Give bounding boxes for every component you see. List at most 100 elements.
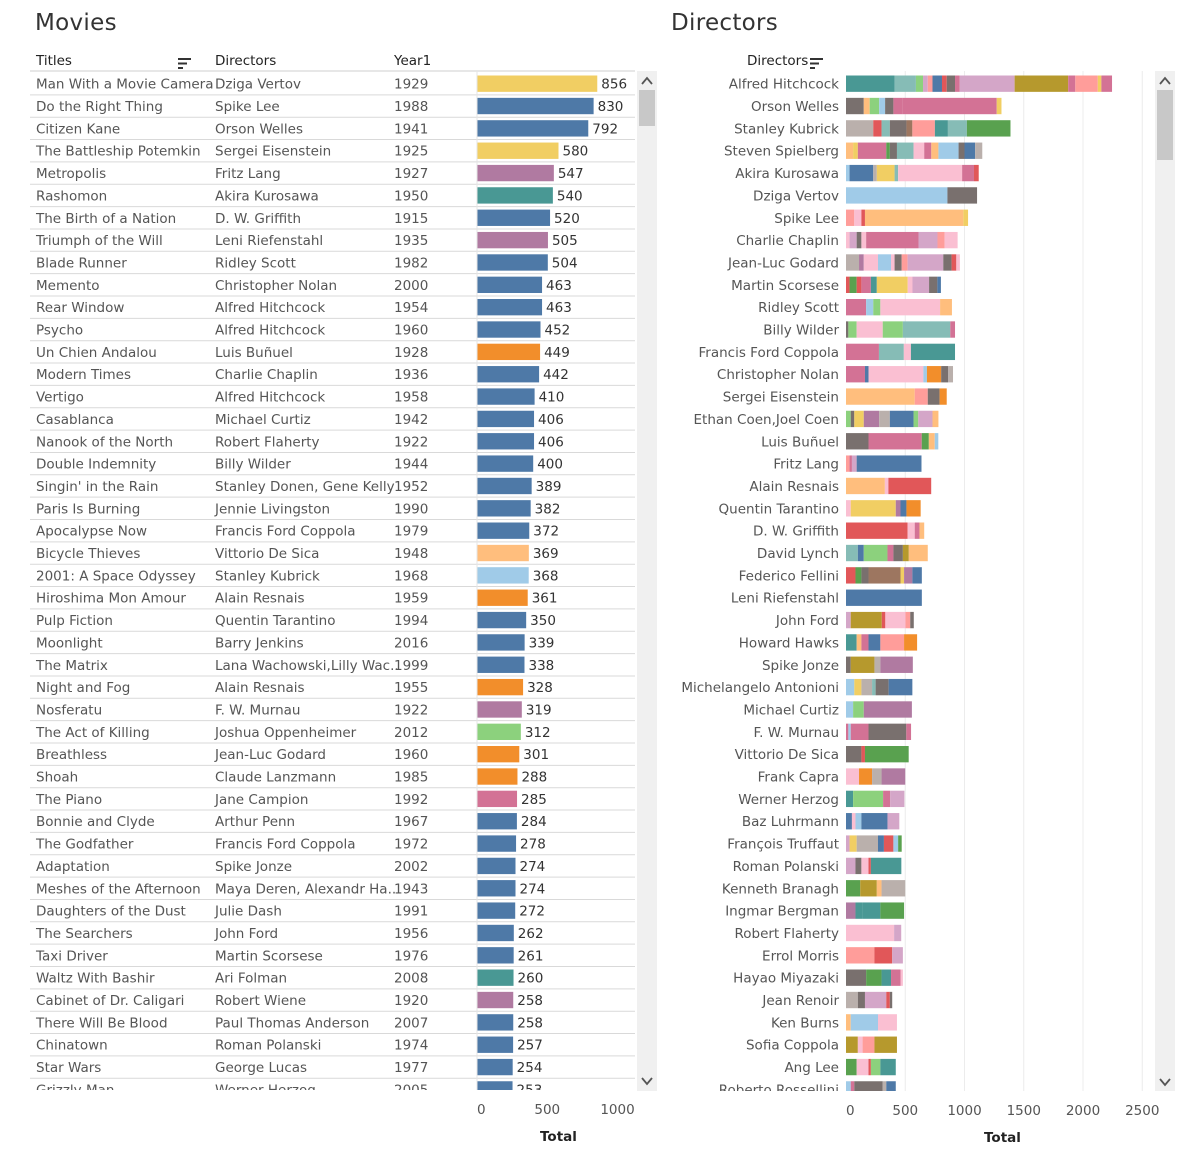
director-bar-segment — [854, 410, 864, 428]
movie-director: Alain Resnais — [215, 680, 305, 696]
movies-title: Movies — [35, 10, 117, 36]
movie-bar-label: 260 — [518, 971, 544, 987]
movie-bar-label: 253 — [517, 1082, 543, 1098]
movie-director: John Ford — [214, 926, 278, 942]
directors-scrollbar-thumb[interactable] — [1157, 90, 1173, 160]
movie-title: 2001: A Space Odyssey — [36, 568, 196, 584]
movie-year: 1985 — [394, 770, 428, 786]
movie-year: 1994 — [394, 613, 428, 629]
director-name: D. W. Griffith — [753, 524, 839, 540]
movie-title: There Will Be Blood — [35, 1015, 168, 1031]
sort-icon[interactable] — [810, 55, 824, 74]
movie-year: 1979 — [394, 524, 428, 540]
scroll-down-icon[interactable] — [1159, 1078, 1171, 1087]
director-bar-segment — [870, 276, 877, 293]
director-bar-segment — [975, 142, 983, 159]
director-name: Sergei Eisenstein — [723, 390, 839, 406]
movie-director: Francis Ford Coppola — [215, 837, 355, 853]
movie-title: The Searchers — [35, 926, 133, 942]
director-bar-segment — [891, 969, 901, 986]
director-name: Ang Lee — [784, 1060, 839, 1076]
movie-title: Pulp Fiction — [36, 613, 113, 629]
director-name: François Truffaut — [727, 837, 839, 853]
director-name: Ethan Coen,Joel Coen — [694, 412, 839, 428]
director-bar-segment — [846, 75, 895, 92]
header-year[interactable]: Year1 — [394, 53, 432, 69]
movie-year: 1990 — [394, 501, 428, 517]
movie-title: Do the Right Thing — [36, 99, 163, 115]
director-bar-segment — [863, 701, 912, 718]
director-bar-segment — [888, 477, 932, 495]
movie-bar — [477, 634, 525, 651]
movie-year: 1944 — [394, 457, 428, 473]
director-name: Ken Burns — [771, 1015, 839, 1031]
director-bar-segment — [885, 611, 906, 629]
movie-bar-label: 261 — [518, 948, 544, 964]
director-bar-segment — [846, 142, 854, 159]
director-name: Howard Hawks — [739, 635, 839, 651]
movie-bar-label: 258 — [517, 1015, 543, 1031]
header-directors[interactable]: Directors — [215, 53, 277, 69]
director-bar-segment — [939, 388, 947, 405]
director-bar-segment — [880, 902, 905, 919]
director-bar-segment — [856, 321, 883, 338]
movie-bar — [477, 75, 598, 92]
director-name: Sofia Coppola — [746, 1038, 839, 1054]
director-bar-segment — [910, 611, 914, 629]
movie-year: 1922 — [394, 702, 428, 718]
movie-title: Psycho — [36, 323, 83, 339]
movie-year: 1968 — [394, 568, 428, 584]
director-bar-segment — [894, 254, 902, 271]
director-bar-segment — [907, 276, 913, 293]
directors-scrollbar-track[interactable] — [1155, 71, 1175, 1091]
director-name: Christopher Nolan — [717, 367, 839, 383]
movie-title: Memento — [36, 278, 100, 294]
director-bar-segment — [889, 120, 907, 137]
movie-title: Bicycle Thieves — [36, 546, 140, 562]
director-bar-segment — [850, 410, 855, 428]
scroll-up-icon[interactable] — [641, 76, 653, 85]
director-bar-segment — [861, 276, 871, 293]
movie-bar — [477, 1058, 513, 1076]
movie-bar-label: 792 — [592, 121, 618, 137]
movie-bar-label: 463 — [546, 278, 572, 294]
movie-director: Stanley Kubrick — [215, 568, 320, 584]
director-bar-segment — [906, 120, 913, 137]
director-bar-segment — [912, 567, 922, 584]
directors-header[interactable]: Directors — [747, 53, 809, 69]
director-bar-segment — [956, 254, 960, 271]
director-bar-segment — [848, 723, 851, 740]
movie-year: 1929 — [394, 77, 428, 93]
director-bar-segment — [887, 544, 894, 562]
director-bar-segment — [934, 433, 939, 450]
movie-bar-label: 274 — [519, 881, 545, 897]
director-bar-segment — [894, 164, 899, 182]
movies-scrollbar-thumb[interactable] — [639, 90, 655, 126]
director-bar-segment — [927, 388, 940, 405]
movie-title: Metropolis — [36, 166, 106, 182]
director-bar-segment — [876, 880, 882, 897]
director-bar-segment — [861, 567, 869, 584]
director-bar-segment — [881, 969, 892, 986]
movie-title: Breathless — [36, 747, 107, 763]
movie-director: F. W. Murnau — [215, 702, 300, 718]
movie-director: Jean-Luc Godard — [214, 747, 326, 763]
movies-scrollbar-track[interactable] — [637, 71, 657, 1091]
director-bar-segment — [863, 544, 888, 562]
director-name: Michelangelo Antonioni — [681, 680, 839, 696]
scroll-up-icon[interactable] — [1159, 76, 1171, 85]
movie-director: Quentin Tarantino — [215, 613, 335, 629]
movies-rows: Man With a Movie Camera Dziga Vertov 1929 8… — [30, 75, 635, 1098]
director-bar-segment — [876, 164, 895, 182]
director-bar-segment — [846, 276, 850, 293]
movie-title: Paris Is Burning — [36, 501, 140, 517]
scroll-down-icon[interactable] — [641, 1077, 653, 1086]
header-titles[interactable]: Titles — [36, 53, 72, 69]
movie-bar-label: 830 — [598, 99, 624, 115]
director-bar-segment — [866, 299, 874, 316]
movie-year: 1988 — [394, 99, 428, 115]
sort-icon[interactable] — [178, 55, 192, 74]
director-bar-segment — [846, 813, 852, 830]
directors-axis-tick: 1500 — [1007, 1103, 1041, 1119]
director-bar-segment — [896, 142, 914, 159]
